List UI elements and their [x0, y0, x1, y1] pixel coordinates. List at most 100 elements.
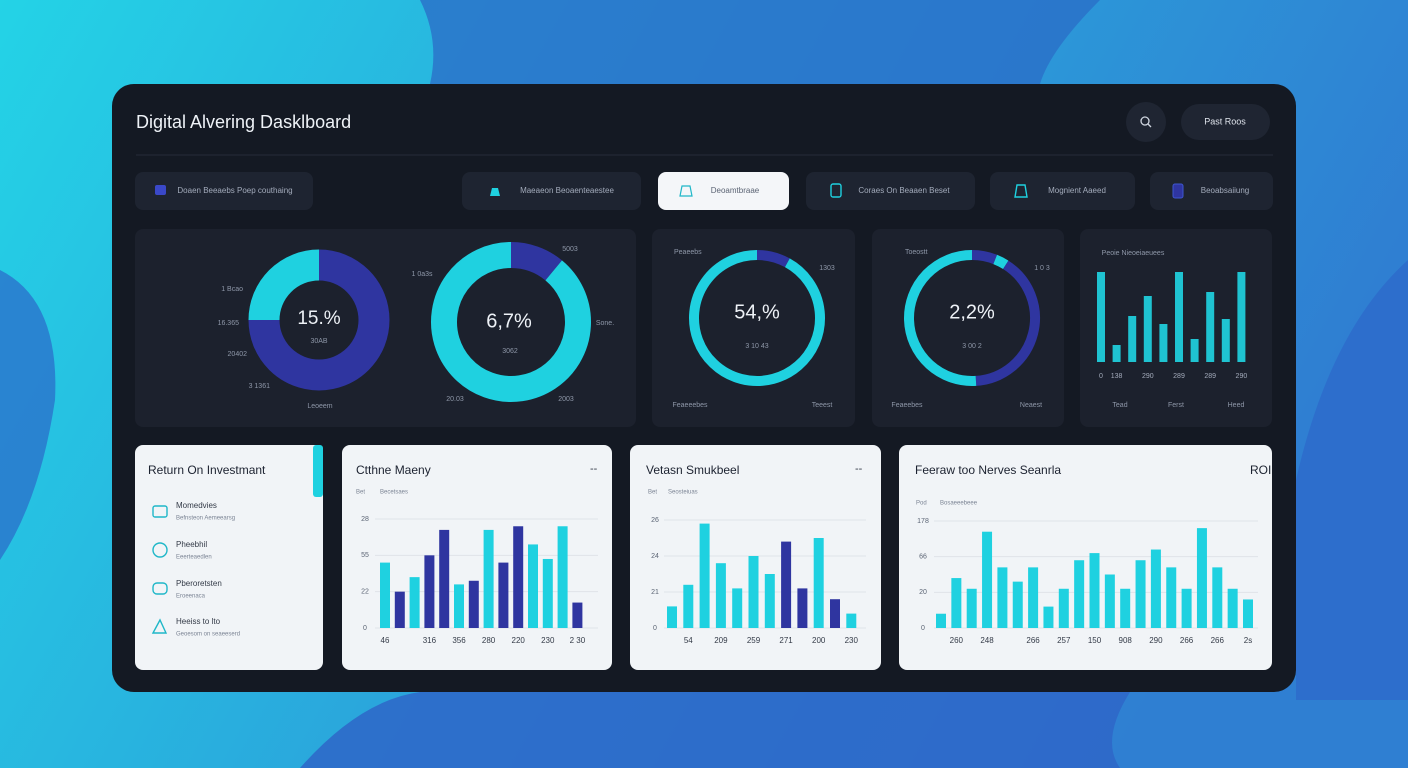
x-tick-label: 289: [1204, 373, 1216, 380]
tab-label[interactable]: Coraes On Beaaen Beset: [858, 186, 950, 195]
x-tick-label: 260: [950, 636, 964, 645]
y-tick-label: 20: [919, 589, 927, 596]
donut-label: Leoeem: [307, 403, 332, 410]
background-shape: [300, 692, 1130, 768]
donut-sublabel: 3 00 2: [962, 343, 982, 350]
roi-item-title[interactable]: Pheebhil: [176, 540, 207, 549]
x-tick-label: 259: [747, 636, 761, 645]
tab[interactable]: [135, 172, 313, 210]
donut-label: 1 0 3: [1034, 265, 1050, 272]
search-icon: [1147, 123, 1152, 128]
y-tick-label: 66: [919, 554, 927, 561]
donut-label: 5003: [562, 246, 578, 253]
y-tick-label: 55: [361, 552, 369, 559]
header-button-label[interactable]: Past Roos: [1204, 116, 1246, 126]
tab-label[interactable]: Deoamtbraae: [711, 186, 760, 195]
tab[interactable]: [1150, 172, 1273, 210]
bar: [830, 599, 840, 628]
x-tick-label: 290: [1149, 636, 1163, 645]
x-tick-label: 0: [1099, 373, 1103, 380]
tab[interactable]: [806, 172, 975, 210]
x-tick-label: 220: [512, 636, 526, 645]
bar: [1212, 567, 1223, 628]
tab-label[interactable]: Mognient Aaeed: [1048, 186, 1106, 195]
tab-label[interactable]: Beoabsaiiung: [1201, 186, 1249, 195]
card-footer-label: Feaeebes: [891, 402, 923, 409]
bar: [1058, 588, 1069, 628]
roi-icon: [151, 618, 168, 634]
x-tick-label: 230: [845, 636, 859, 645]
bar: [1135, 560, 1146, 628]
search-button[interactable]: [1126, 102, 1166, 142]
bar: [1159, 324, 1168, 362]
dashboard-title: Digital Alvering Dasklboard: [136, 112, 351, 132]
y-tick-label: 28: [361, 516, 369, 523]
card: [899, 445, 1272, 670]
card-subtitle: Pod: [916, 501, 927, 507]
roi-title: Return On Investmant: [148, 463, 266, 477]
bar: [1150, 549, 1161, 628]
y-tick-label: 178: [917, 518, 929, 525]
bar: [557, 526, 568, 628]
tab-label[interactable]: Maeaeon Beoaenteaestee: [520, 186, 614, 195]
card-menu[interactable]: --: [855, 463, 863, 475]
donut-segment: [904, 250, 977, 386]
donut-label: 20402: [228, 351, 248, 358]
tab-icon: [679, 185, 693, 197]
donut-segment: [993, 254, 1009, 270]
tab[interactable]: [462, 172, 641, 210]
donut-segment: [971, 250, 998, 265]
tab[interactable]: [990, 172, 1135, 210]
card-title: Feeraw too Nerves Seanrla: [915, 463, 1061, 477]
bar: [813, 538, 824, 628]
roi-item-subtitle: Befnsteon Aemeearsg: [176, 516, 235, 522]
card-footer-label: Feaeeebes: [672, 402, 708, 409]
y-tick-label: 0: [921, 625, 925, 632]
tab-icon: [830, 183, 842, 198]
card-title: Peoie Nieoeiaeuees: [1102, 250, 1165, 257]
card-title: Ctthne Maeny: [356, 463, 431, 477]
x-tick-label: 150: [1088, 636, 1102, 645]
x-tick-label: 2 30: [570, 636, 586, 645]
bar: [1012, 581, 1023, 628]
card-footer-label: Neaest: [1020, 402, 1042, 409]
roi-item-title[interactable]: Pberoretsten: [176, 579, 222, 588]
background-shape: [420, 0, 1100, 84]
roi-item-subtitle: Eroeenaca: [176, 594, 206, 600]
bar: [513, 526, 524, 628]
card-footer-label: Heed: [1228, 402, 1245, 409]
roi-item-title[interactable]: Heeiss to lto: [176, 617, 221, 626]
card-title: Vetasn Smukbeel: [646, 463, 739, 477]
roi-item-title[interactable]: Momedvies: [176, 501, 217, 510]
bar: [454, 584, 464, 628]
y-tick-label: 0: [363, 625, 367, 632]
donut-segment: [756, 250, 790, 268]
x-tick-label: 2s: [1244, 636, 1252, 645]
donut-segment: [248, 249, 320, 321]
bar: [951, 578, 962, 628]
y-tick-label: 24: [651, 553, 659, 560]
bar: [1043, 606, 1054, 628]
donut-segment: [248, 249, 390, 391]
bar: [966, 588, 977, 628]
tab-active[interactable]: [658, 172, 789, 210]
roi-icon: [152, 505, 168, 518]
donut-label: 1 Bcao: [221, 286, 243, 293]
tab-label[interactable]: Doaen Beeaebs Poep couthaing: [177, 186, 292, 195]
donut-label: 20.03: [446, 396, 464, 403]
bar: [498, 562, 509, 628]
bar: [1128, 316, 1137, 362]
card-menu[interactable]: --: [590, 463, 598, 475]
card-footer-label: Tead: [1112, 402, 1127, 409]
bar: [683, 584, 694, 628]
roi-item-subtitle: Eeerteaedlen: [176, 555, 212, 561]
bar: [1237, 272, 1246, 362]
card-subtitle: Seosteiuas: [668, 490, 698, 496]
card-subtitle: Becetsaes: [380, 490, 408, 496]
bar: [764, 574, 775, 628]
header-button[interactable]: [1181, 104, 1270, 140]
bar: [1166, 567, 1177, 628]
donut-sublabel: 3 10 43: [745, 343, 768, 350]
x-tick-label: 209: [714, 636, 728, 645]
bar: [1181, 588, 1192, 628]
